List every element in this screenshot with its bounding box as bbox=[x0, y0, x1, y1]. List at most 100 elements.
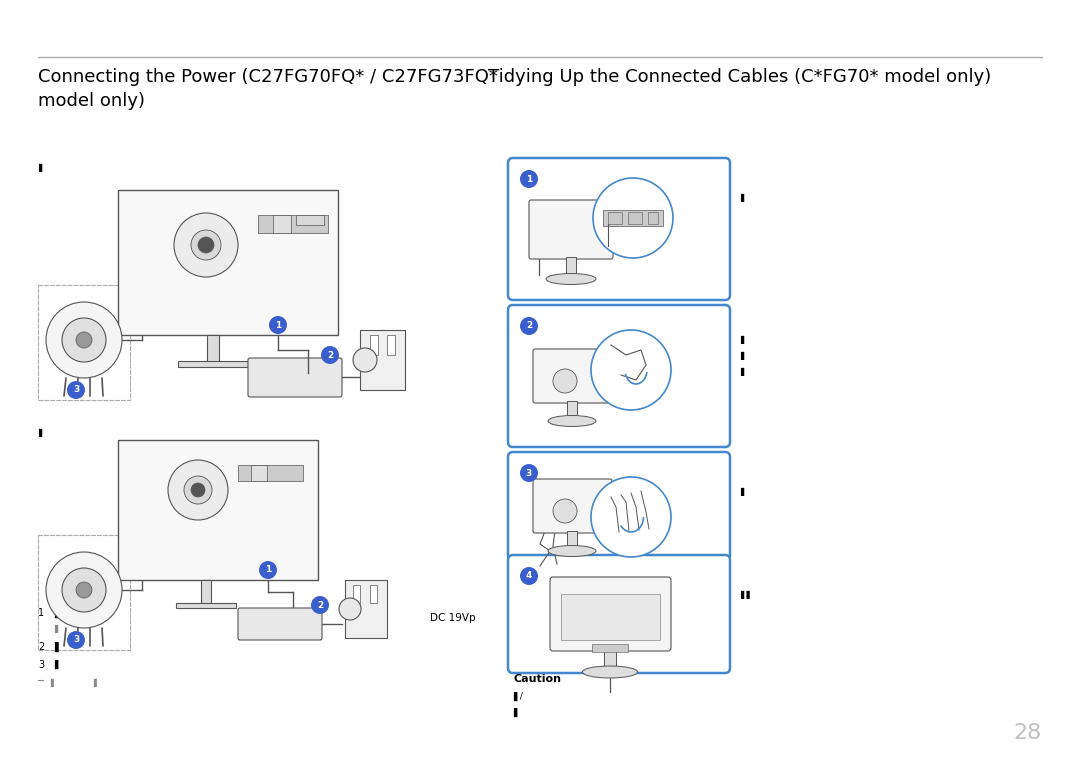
Bar bbox=[201, 580, 211, 605]
Circle shape bbox=[519, 464, 538, 482]
Ellipse shape bbox=[548, 546, 596, 556]
Text: 2: 2 bbox=[526, 321, 532, 330]
Circle shape bbox=[46, 552, 122, 628]
Circle shape bbox=[591, 477, 671, 557]
Circle shape bbox=[339, 598, 361, 620]
Circle shape bbox=[593, 178, 673, 258]
Text: ▌: ▌ bbox=[740, 487, 746, 496]
Text: ▌: ▌ bbox=[93, 678, 99, 687]
Bar bbox=[251, 465, 267, 481]
Circle shape bbox=[519, 567, 538, 585]
Text: ▌: ▌ bbox=[38, 163, 44, 172]
Bar bbox=[345, 580, 387, 638]
FancyBboxPatch shape bbox=[248, 358, 342, 397]
Text: 3: 3 bbox=[526, 468, 532, 478]
Bar bbox=[118, 440, 318, 580]
Bar bbox=[604, 648, 616, 668]
Text: 28: 28 bbox=[1014, 723, 1042, 743]
Circle shape bbox=[191, 230, 221, 260]
FancyBboxPatch shape bbox=[238, 608, 322, 640]
Text: ▌▌: ▌▌ bbox=[740, 590, 753, 599]
Text: ▌: ▌ bbox=[50, 678, 56, 687]
Circle shape bbox=[553, 369, 577, 393]
Ellipse shape bbox=[582, 666, 637, 678]
FancyBboxPatch shape bbox=[534, 349, 612, 403]
Text: ▌: ▌ bbox=[740, 335, 746, 344]
Ellipse shape bbox=[548, 416, 596, 427]
Circle shape bbox=[168, 460, 228, 520]
Text: 1: 1 bbox=[275, 320, 281, 330]
Bar bbox=[207, 335, 219, 363]
Text: DC 19Vp: DC 19Vp bbox=[430, 613, 475, 623]
Circle shape bbox=[67, 631, 85, 649]
FancyBboxPatch shape bbox=[508, 452, 730, 560]
Text: ▌: ▌ bbox=[38, 428, 44, 437]
Text: ▌: ▌ bbox=[513, 708, 519, 717]
Circle shape bbox=[76, 582, 92, 598]
Bar bbox=[370, 585, 377, 603]
Ellipse shape bbox=[546, 273, 596, 285]
Circle shape bbox=[191, 483, 205, 497]
Text: ▌: ▌ bbox=[54, 608, 62, 618]
Text: 1: 1 bbox=[526, 175, 532, 183]
Text: ▌: ▌ bbox=[740, 367, 746, 376]
Bar bbox=[118, 190, 338, 335]
Circle shape bbox=[553, 499, 577, 523]
Circle shape bbox=[62, 318, 106, 362]
Circle shape bbox=[46, 302, 122, 378]
Text: Connecting the Power (C27FG70FQ* / C27FG73FQ*
model only): Connecting the Power (C27FG70FQ* / C27FG… bbox=[38, 68, 498, 110]
Circle shape bbox=[269, 316, 287, 334]
Text: 4: 4 bbox=[526, 571, 532, 581]
Bar bbox=[370, 335, 378, 355]
Bar bbox=[296, 215, 324, 225]
Bar bbox=[592, 644, 627, 652]
Text: 2: 2 bbox=[316, 600, 323, 610]
Text: 2: 2 bbox=[327, 350, 333, 359]
FancyBboxPatch shape bbox=[534, 479, 612, 533]
Bar bbox=[178, 361, 248, 367]
Text: Caution: Caution bbox=[513, 674, 561, 684]
Circle shape bbox=[174, 213, 238, 277]
Circle shape bbox=[353, 348, 377, 372]
Text: 3: 3 bbox=[38, 660, 44, 670]
Text: ▌: ▌ bbox=[54, 660, 60, 669]
Circle shape bbox=[259, 561, 276, 579]
Circle shape bbox=[67, 381, 85, 399]
Circle shape bbox=[519, 170, 538, 188]
FancyBboxPatch shape bbox=[550, 577, 671, 651]
Bar bbox=[627, 212, 642, 224]
Bar bbox=[238, 465, 303, 481]
FancyBboxPatch shape bbox=[508, 555, 730, 673]
Circle shape bbox=[311, 596, 329, 614]
FancyBboxPatch shape bbox=[508, 305, 730, 447]
Text: ▌: ▌ bbox=[740, 193, 746, 202]
Bar bbox=[353, 585, 360, 603]
Bar bbox=[561, 594, 660, 640]
Bar bbox=[387, 335, 395, 355]
Text: 3: 3 bbox=[72, 385, 79, 394]
Text: 1: 1 bbox=[38, 608, 44, 618]
Circle shape bbox=[184, 476, 212, 504]
Bar bbox=[567, 531, 577, 547]
Circle shape bbox=[321, 346, 339, 364]
Text: ▌/: ▌/ bbox=[513, 692, 523, 701]
Bar bbox=[603, 210, 663, 226]
FancyBboxPatch shape bbox=[508, 158, 730, 300]
Bar bbox=[566, 257, 576, 275]
Text: 3: 3 bbox=[72, 636, 79, 645]
Text: 2: 2 bbox=[38, 642, 44, 652]
FancyBboxPatch shape bbox=[529, 200, 613, 259]
Text: ▌: ▌ bbox=[740, 351, 746, 360]
Circle shape bbox=[198, 237, 214, 253]
Bar bbox=[648, 212, 658, 224]
Bar bbox=[608, 212, 622, 224]
Text: ▌: ▌ bbox=[54, 624, 60, 633]
Circle shape bbox=[76, 332, 92, 348]
Bar bbox=[176, 603, 237, 608]
Circle shape bbox=[519, 317, 538, 335]
Text: ▌: ▌ bbox=[54, 642, 62, 652]
Circle shape bbox=[62, 568, 106, 612]
Text: 1: 1 bbox=[265, 565, 271, 575]
Bar bbox=[273, 215, 291, 233]
Bar bbox=[567, 401, 577, 417]
